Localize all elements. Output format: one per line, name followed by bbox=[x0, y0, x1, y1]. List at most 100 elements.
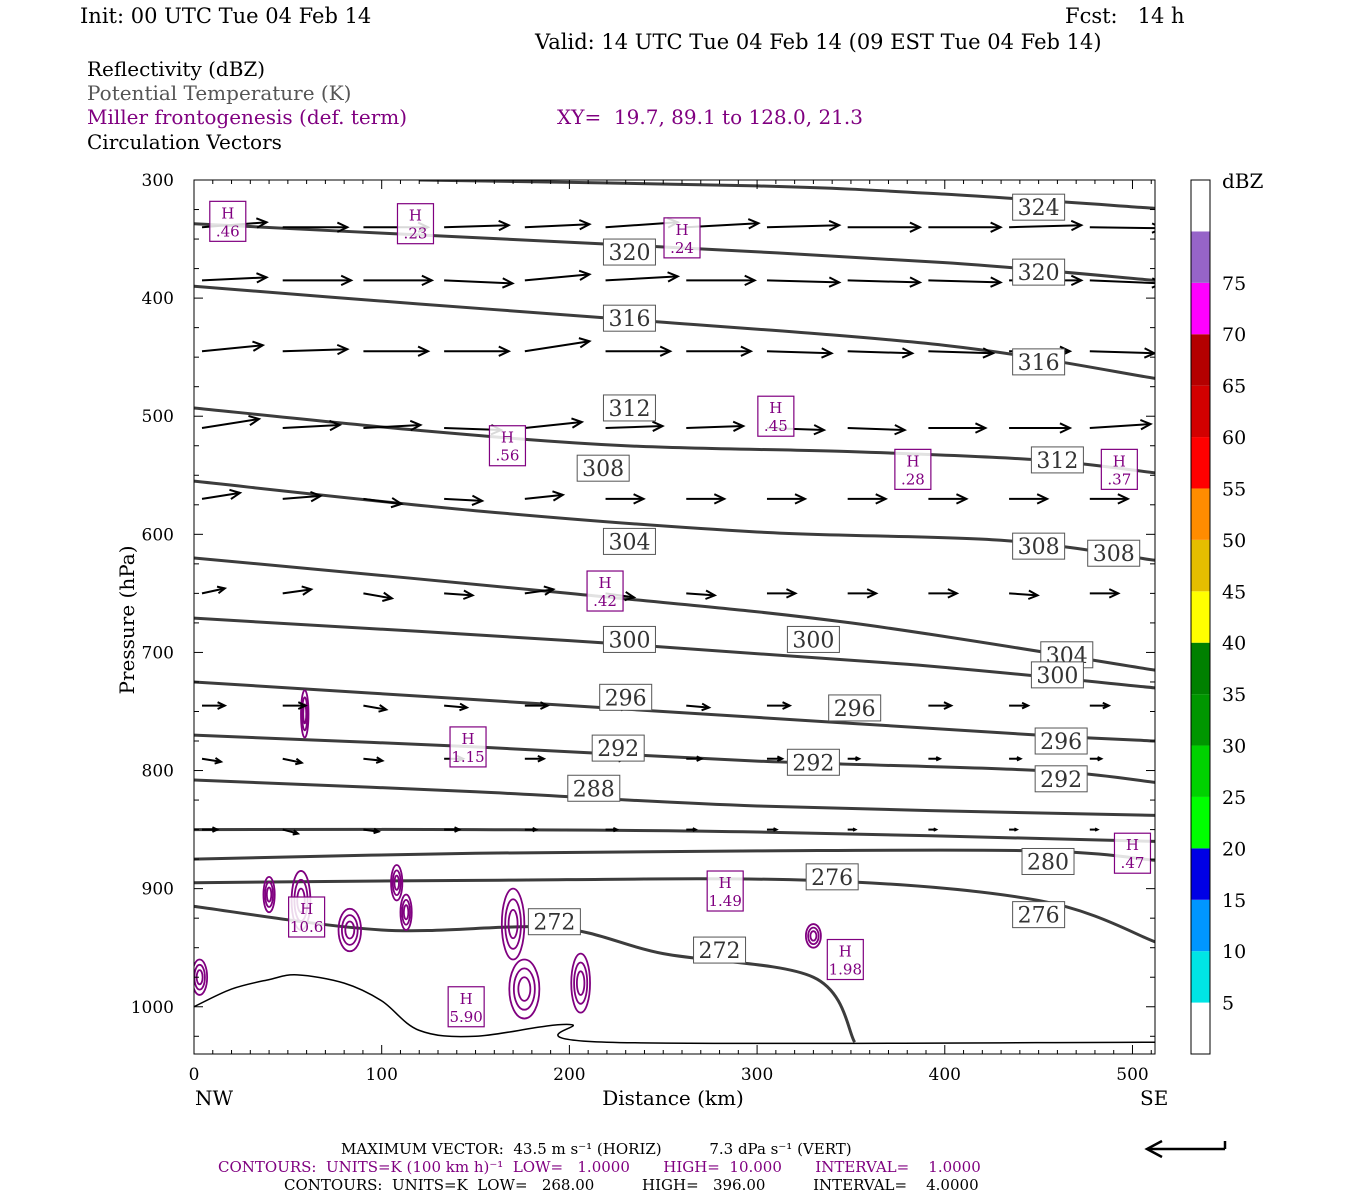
y-axis-label: Pressure (hPa) bbox=[115, 546, 139, 695]
fronto-contour bbox=[393, 874, 400, 891]
circulation-vector bbox=[928, 827, 939, 832]
vector-head bbox=[1021, 701, 1031, 710]
theta-label-box bbox=[599, 683, 653, 711]
theta-label-296: 296 bbox=[828, 694, 882, 722]
vector-shaft bbox=[1009, 224, 1082, 229]
theta-label-300: 300 bbox=[602, 625, 656, 653]
theta-label-320: 320 bbox=[1012, 258, 1066, 286]
theta-label-box bbox=[786, 748, 840, 776]
fronto-contour bbox=[264, 881, 274, 908]
vector-head bbox=[229, 488, 243, 500]
vector-shaft bbox=[363, 592, 393, 600]
circulation-vector bbox=[201, 488, 243, 500]
theta-label-text: 272 bbox=[699, 939, 741, 964]
vector-head bbox=[633, 493, 646, 505]
fronto-contour bbox=[401, 898, 411, 926]
theta-label-text: 292 bbox=[597, 737, 639, 762]
vector-head bbox=[301, 585, 314, 596]
vector-shaft bbox=[282, 828, 299, 835]
vector-shaft bbox=[1089, 279, 1155, 285]
x-tick-label: 300 bbox=[741, 1065, 773, 1085]
vector-shaft bbox=[686, 425, 744, 430]
vector-head bbox=[1059, 422, 1073, 434]
circulation-vector bbox=[444, 589, 475, 600]
vector-head bbox=[462, 589, 475, 600]
vector-head bbox=[1139, 419, 1153, 431]
theta-label-text: 296 bbox=[834, 697, 876, 722]
legend-xy: XY= 19.7, 89.1 to 128.0, 21.3 bbox=[557, 105, 863, 129]
circulation-vector bbox=[847, 221, 923, 233]
circulation-vector bbox=[282, 585, 314, 596]
vector-head bbox=[378, 704, 389, 713]
vector-head bbox=[537, 754, 547, 763]
high-letter: H bbox=[221, 204, 234, 222]
vector-shaft bbox=[282, 348, 348, 353]
vector-head bbox=[943, 701, 954, 710]
theta-label-280: 280 bbox=[1021, 847, 1075, 875]
vector-shaft bbox=[605, 425, 663, 430]
vector-shaft bbox=[201, 418, 260, 430]
theta-label-text: 296 bbox=[1040, 730, 1082, 755]
circulation-vector bbox=[766, 701, 793, 710]
vector-head bbox=[776, 755, 785, 762]
theta-label-box bbox=[567, 774, 621, 802]
theta-label-308: 308 bbox=[1012, 532, 1066, 560]
frontogenesis-max-marker: H.56 bbox=[488, 425, 527, 467]
high-box bbox=[706, 870, 744, 912]
vector-shaft bbox=[282, 757, 302, 764]
high-letter: H bbox=[501, 429, 514, 447]
vector-shaft bbox=[444, 224, 509, 229]
vector-head bbox=[705, 589, 718, 600]
forecast-hour: Fcst: 14 h bbox=[1065, 4, 1185, 28]
circulation-vector bbox=[1089, 588, 1121, 599]
theta-label-text: 300 bbox=[1036, 664, 1078, 689]
vector-shaft bbox=[282, 424, 340, 430]
vector-head bbox=[1117, 493, 1131, 505]
colorbar-tick-label: 75 bbox=[1222, 273, 1246, 295]
high-letter: H bbox=[460, 990, 473, 1008]
fronto-contour bbox=[504, 898, 522, 950]
circulation-vector bbox=[444, 826, 462, 833]
theta-label-308: 308 bbox=[576, 454, 630, 482]
high-value: 5.90 bbox=[449, 1008, 482, 1026]
circulation-vector bbox=[201, 585, 228, 595]
circulation-vector bbox=[524, 826, 539, 833]
vector-head bbox=[813, 424, 827, 436]
circulation-vector bbox=[686, 589, 718, 600]
fronto-contour bbox=[508, 958, 541, 1020]
circulation-vector bbox=[201, 757, 224, 765]
theta-label-text: 280 bbox=[1027, 850, 1069, 875]
circulation-vector bbox=[766, 827, 779, 832]
high-letter: H bbox=[906, 452, 919, 470]
y-tick-label: 500 bbox=[142, 407, 174, 427]
vector-head bbox=[624, 591, 637, 602]
vector-shaft bbox=[201, 757, 222, 763]
theta-label-text: 308 bbox=[582, 457, 624, 482]
circulation-vector bbox=[524, 219, 592, 231]
circulation-vector bbox=[847, 588, 879, 599]
colorbar-segment bbox=[1191, 899, 1210, 952]
vector-head bbox=[329, 419, 343, 432]
circulation-vector bbox=[282, 757, 304, 766]
vector-head bbox=[501, 277, 515, 289]
valid-time: Valid: 14 UTC Tue 04 Feb 14 (09 EST Tue … bbox=[535, 30, 1102, 54]
vector-head bbox=[990, 221, 1003, 233]
vector-shaft bbox=[605, 275, 678, 282]
fronto-contour bbox=[507, 909, 519, 940]
vector-head bbox=[1013, 827, 1020, 832]
high-box bbox=[288, 896, 326, 938]
theta-label-292: 292 bbox=[591, 734, 645, 762]
circulation-vector bbox=[847, 493, 889, 505]
vector-head bbox=[578, 337, 592, 349]
colorbar-tick-label: 45 bbox=[1222, 581, 1246, 603]
theta-label-box bbox=[1012, 901, 1066, 929]
theta-label-text: 308 bbox=[1018, 535, 1060, 560]
circulation-vector bbox=[363, 345, 431, 357]
plot-frame bbox=[193, 179, 1156, 1055]
vector-head bbox=[217, 701, 228, 710]
frontogenesis-max-marker: H1.98 bbox=[826, 938, 864, 981]
vector-shaft bbox=[1089, 350, 1155, 355]
vector-head bbox=[532, 826, 539, 833]
vector-head bbox=[794, 493, 808, 505]
